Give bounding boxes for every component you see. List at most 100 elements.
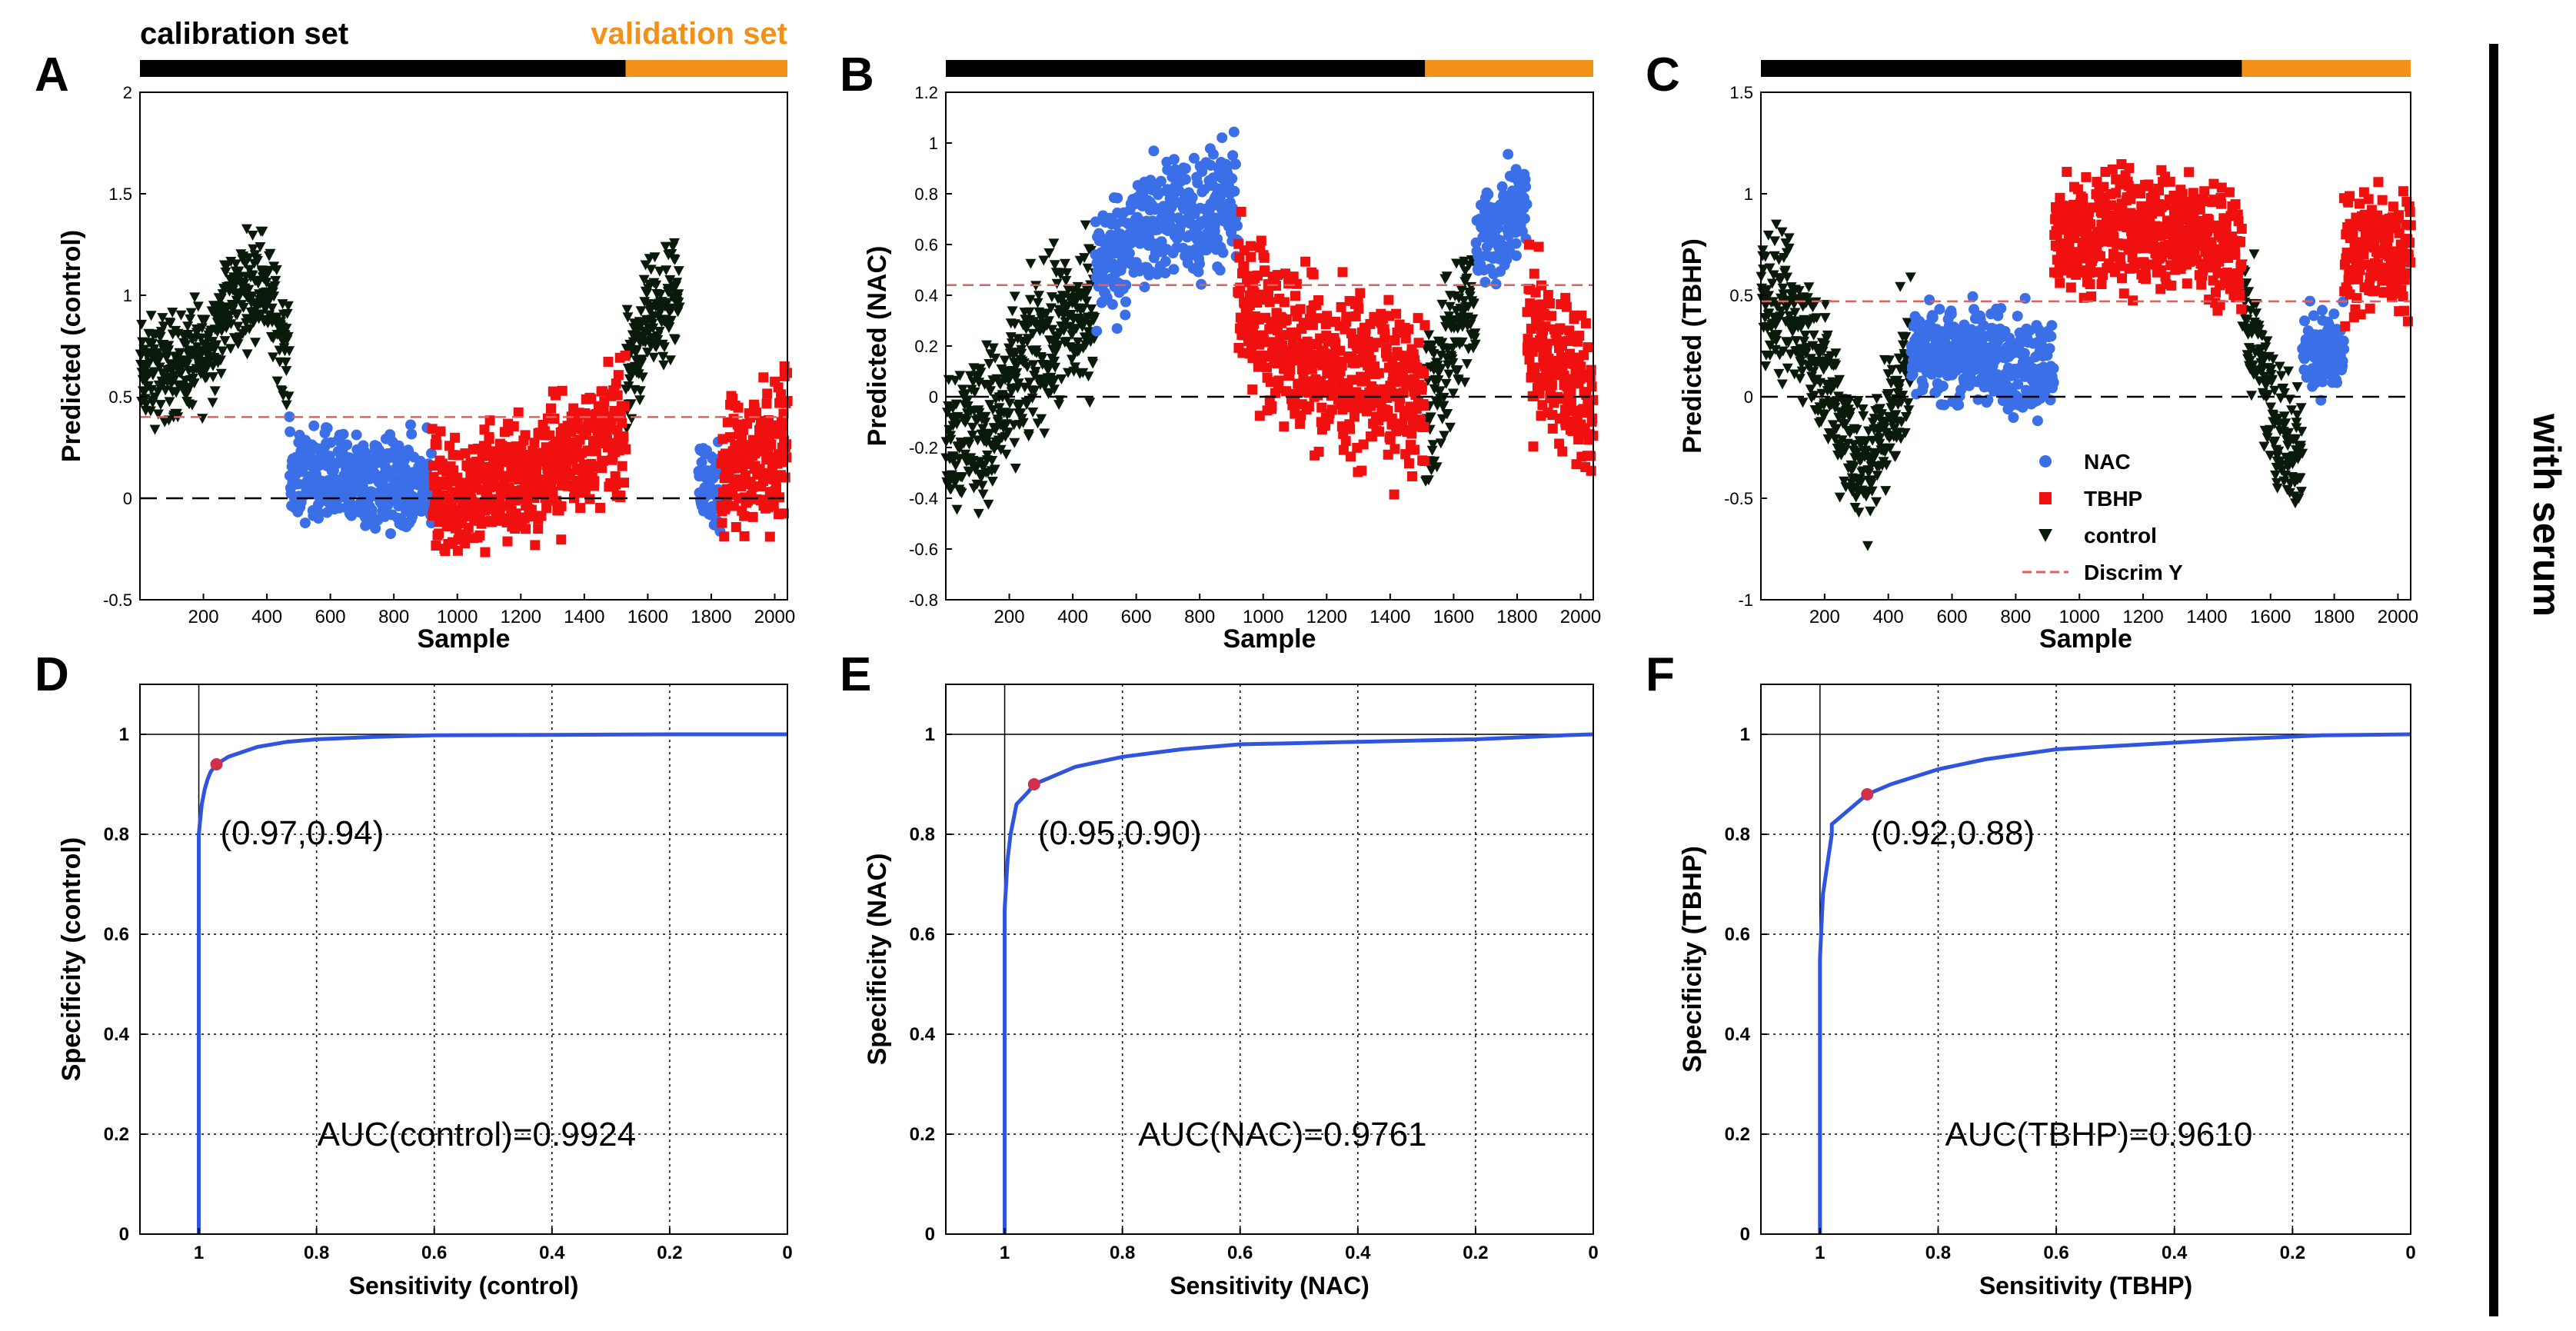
point-control bbox=[662, 298, 673, 308]
point-control bbox=[191, 342, 203, 353]
point-control bbox=[1049, 384, 1060, 395]
point-control bbox=[1444, 301, 1456, 312]
point-control bbox=[1777, 346, 1789, 357]
point-control bbox=[1834, 374, 1845, 385]
point-tbhp bbox=[1546, 380, 1557, 391]
point-tbhp bbox=[1267, 317, 1278, 328]
point-control bbox=[1782, 363, 1793, 374]
point-control bbox=[1007, 306, 1018, 317]
point-tbhp bbox=[2143, 179, 2154, 190]
point-tbhp bbox=[1290, 291, 1300, 301]
point-control bbox=[1012, 383, 1023, 394]
point-nac bbox=[393, 440, 404, 451]
point-tbhp bbox=[1568, 405, 1579, 416]
point-tbhp bbox=[761, 398, 772, 409]
point-control bbox=[1458, 296, 1469, 307]
point-control bbox=[1789, 308, 1801, 318]
data-points bbox=[1756, 159, 2416, 551]
y-tick-label: 0 bbox=[929, 388, 938, 407]
point-control bbox=[1875, 404, 1885, 414]
point-control bbox=[144, 358, 155, 368]
point-control bbox=[284, 346, 295, 357]
y-tick-label: -0.4 bbox=[909, 489, 938, 508]
point-control bbox=[248, 244, 259, 255]
point-tbhp bbox=[2078, 193, 2088, 204]
point-nac bbox=[1229, 185, 1240, 197]
point-control bbox=[2268, 354, 2279, 365]
point-tbhp bbox=[431, 439, 442, 450]
point-tbhp bbox=[1555, 323, 1566, 334]
point-control bbox=[243, 285, 255, 295]
point-control bbox=[1819, 300, 1831, 311]
point-control bbox=[960, 416, 972, 427]
point-tbhp bbox=[516, 444, 527, 454]
point-control bbox=[957, 472, 968, 483]
point-tbhp bbox=[2177, 188, 2188, 199]
point-control bbox=[1869, 414, 1881, 424]
point-control bbox=[1773, 368, 1785, 379]
point-control bbox=[1801, 342, 1812, 353]
point-nac bbox=[1139, 281, 1150, 293]
point-control bbox=[175, 348, 186, 358]
point-control bbox=[954, 371, 966, 381]
point-control bbox=[1025, 258, 1037, 269]
point-control bbox=[2280, 418, 2291, 429]
point-tbhp bbox=[1390, 444, 1400, 454]
point-control bbox=[1023, 378, 1035, 388]
point-tbhp bbox=[2165, 176, 2175, 187]
x-tick-label: 1400 bbox=[564, 607, 604, 627]
point-control bbox=[1805, 384, 1816, 395]
point-control bbox=[1890, 410, 1902, 421]
point-control bbox=[987, 343, 999, 354]
point-control bbox=[255, 309, 267, 320]
point-control bbox=[653, 311, 664, 321]
point-tbhp bbox=[1419, 421, 1429, 432]
point-control bbox=[227, 285, 238, 296]
point-control bbox=[638, 331, 649, 342]
point-control bbox=[199, 314, 211, 325]
point-nac bbox=[1934, 304, 1945, 315]
point-control bbox=[661, 265, 672, 276]
point-tbhp bbox=[533, 524, 544, 534]
point-control bbox=[1894, 379, 1905, 389]
point-nac bbox=[1914, 316, 1925, 328]
point-control bbox=[945, 484, 957, 494]
point-tbhp bbox=[1326, 404, 1337, 415]
point-control bbox=[649, 252, 661, 263]
point-nac bbox=[1927, 312, 1939, 323]
point-tbhp bbox=[1536, 299, 1547, 310]
point-control bbox=[1447, 388, 1459, 399]
x-tick-label: 600 bbox=[315, 607, 346, 627]
point-control bbox=[281, 308, 293, 319]
point-control bbox=[658, 360, 670, 371]
point-control bbox=[1003, 375, 1014, 386]
point-control bbox=[1819, 313, 1831, 324]
point-tbhp bbox=[1419, 401, 1429, 411]
point-control bbox=[637, 372, 648, 383]
point-tbhp bbox=[477, 516, 488, 527]
point-control bbox=[225, 344, 236, 354]
point-tbhp bbox=[2115, 261, 2126, 271]
point-control bbox=[2277, 465, 2288, 476]
point-tbhp bbox=[1313, 313, 1323, 324]
point-control bbox=[1024, 294, 1036, 305]
point-tbhp bbox=[520, 430, 531, 441]
point-control bbox=[155, 400, 166, 411]
point-tbhp bbox=[498, 474, 509, 484]
point-control bbox=[175, 310, 187, 321]
point-control bbox=[645, 265, 657, 275]
point-control bbox=[665, 355, 676, 366]
point-nac bbox=[2017, 401, 2029, 413]
point-control bbox=[1766, 278, 1778, 289]
point-control bbox=[654, 266, 665, 277]
point-control bbox=[1436, 414, 1448, 424]
point-control bbox=[950, 461, 961, 471]
point-nac bbox=[1155, 175, 1167, 187]
point-tbhp bbox=[2115, 179, 2125, 190]
point-tbhp bbox=[724, 432, 735, 443]
point-control bbox=[1435, 438, 1446, 449]
point-tbhp bbox=[2111, 188, 2122, 198]
point-tbhp bbox=[598, 455, 608, 466]
point-control bbox=[1870, 450, 1882, 461]
point-control bbox=[1001, 393, 1013, 404]
